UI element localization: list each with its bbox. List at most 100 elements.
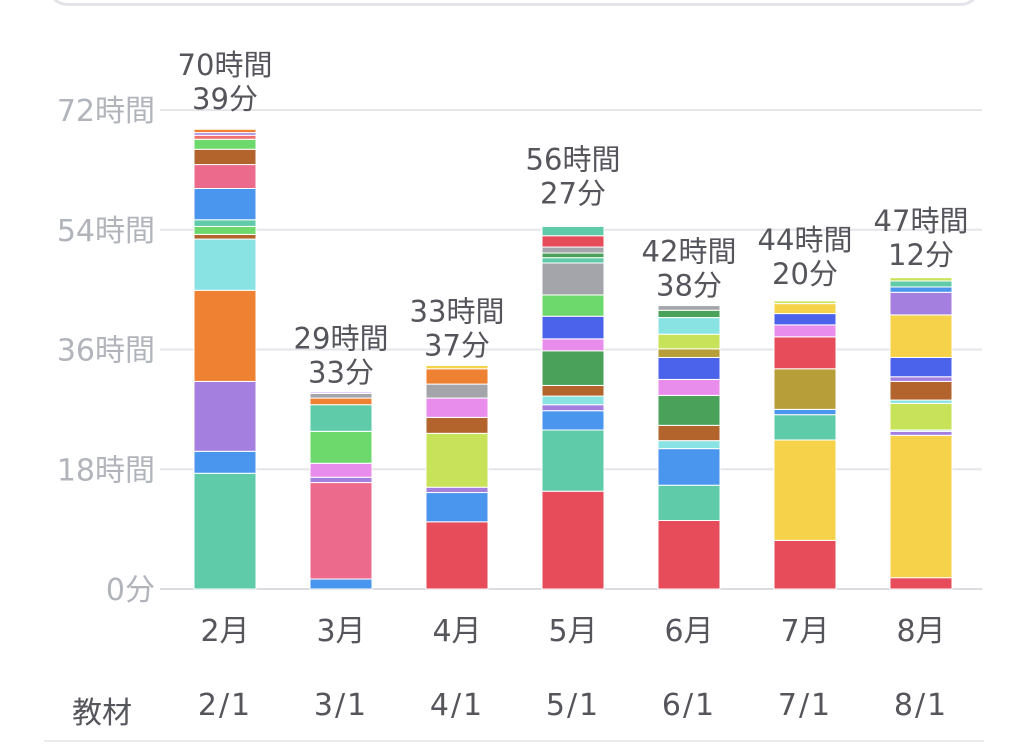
bar-segment[interactable] (657, 519, 721, 590)
bar-segment[interactable] (773, 300, 837, 305)
bar-segment[interactable] (657, 309, 721, 319)
bar-segment[interactable] (889, 430, 953, 436)
bar-segment[interactable] (425, 383, 489, 399)
bar-segment[interactable] (425, 416, 489, 434)
bar-segment[interactable] (541, 246, 605, 254)
bar-segment[interactable] (193, 238, 257, 291)
bar-segment[interactable] (889, 291, 953, 316)
bar-segment[interactable] (309, 391, 373, 394)
bar-segment[interactable] (657, 305, 721, 311)
bar-segment[interactable] (773, 303, 837, 315)
bar-total-minutes-label: 12分 (888, 238, 954, 272)
bar-total-minutes-label: 27分 (540, 176, 606, 210)
bar-segment[interactable] (541, 294, 605, 317)
bar-segment[interactable] (193, 225, 257, 235)
date-label[interactable]: 4/1 (429, 688, 485, 723)
bar-segment[interactable] (889, 277, 953, 282)
bar-segment[interactable] (541, 257, 605, 264)
bar-segment[interactable] (773, 324, 837, 338)
bar-segment[interactable] (193, 233, 257, 240)
bar-segment[interactable] (541, 315, 605, 340)
bar-segment[interactable] (193, 138, 257, 150)
bar-segment[interactable] (541, 350, 605, 386)
bar-segment[interactable] (425, 486, 489, 494)
bar-segment[interactable] (193, 148, 257, 166)
bar-segment[interactable] (193, 128, 257, 134)
bar-segment[interactable] (425, 368, 489, 385)
bar-segment[interactable] (193, 450, 257, 474)
bar-segment[interactable] (541, 490, 605, 590)
bar-segment[interactable] (657, 484, 721, 521)
bar-segment[interactable] (773, 336, 837, 370)
bar-segment[interactable] (541, 395, 605, 406)
bar-segment[interactable] (309, 404, 373, 432)
bar-segment[interactable] (541, 384, 605, 397)
bar-segment[interactable] (425, 397, 489, 418)
bar-segment[interactable] (889, 402, 953, 431)
bar-segment[interactable] (425, 432, 489, 488)
bar-segment[interactable] (773, 368, 837, 410)
bar-total-hours-label: 42時間 (642, 234, 737, 268)
bar-segment[interactable] (193, 188, 257, 221)
bar-segment[interactable] (193, 380, 257, 452)
bar-segment[interactable] (773, 313, 837, 326)
bar-segment[interactable] (889, 434, 953, 579)
bar-total-hours-label: 33時間 (410, 294, 505, 328)
bar-segment[interactable] (541, 338, 605, 352)
bar-segment[interactable] (309, 476, 373, 484)
bar-segment[interactable] (309, 397, 373, 406)
bar-segment[interactable] (657, 448, 721, 486)
bar-segment[interactable] (309, 482, 373, 580)
bar-segment[interactable] (541, 410, 605, 431)
bar-segment[interactable] (541, 225, 605, 237)
divider-line (44, 740, 984, 742)
bar-segment[interactable] (193, 164, 257, 190)
date-label[interactable]: 5/1 (545, 688, 601, 723)
bar-segment[interactable] (773, 408, 837, 416)
bar-segment[interactable] (193, 472, 257, 590)
bar-segment[interactable] (889, 280, 953, 288)
date-label[interactable]: 2/1 (197, 688, 253, 723)
bar-segment[interactable] (309, 462, 373, 478)
bar-segment[interactable] (889, 286, 953, 293)
bar-segment[interactable] (541, 429, 605, 492)
bar-segment[interactable] (657, 356, 721, 380)
bar-segment[interactable] (309, 578, 373, 590)
bar-segment[interactable] (657, 378, 721, 396)
bar-segment[interactable] (309, 392, 373, 399)
bar-segment[interactable] (657, 394, 721, 426)
date-label[interactable]: 7/1 (777, 688, 833, 723)
y-tick-label: 0分 (106, 573, 155, 608)
bar-segment[interactable] (309, 430, 373, 464)
bar-segment[interactable] (773, 439, 837, 541)
material-date-row: 教材 2/1 3/1 4/1 5/1 6/1 7/1 8/1 (0, 680, 1024, 731)
x-tick-label: 7月 (780, 614, 829, 649)
bar-segment[interactable] (657, 424, 721, 442)
bar-segment[interactable] (541, 262, 605, 296)
bar-segment[interactable] (657, 440, 721, 450)
bar-segment[interactable] (425, 492, 489, 523)
bar-segment[interactable] (193, 289, 257, 382)
bar-segment[interactable] (657, 317, 721, 335)
bar-segment[interactable] (889, 380, 953, 401)
bar-segment[interactable] (773, 539, 837, 590)
bar-segment[interactable] (773, 414, 837, 441)
bar-segment[interactable] (425, 521, 489, 590)
date-label[interactable]: 6/1 (661, 688, 717, 723)
bar-segment[interactable] (657, 333, 721, 350)
date-label[interactable]: 8/1 (893, 688, 949, 723)
bar-segment[interactable] (541, 235, 605, 248)
bar-segment[interactable] (193, 134, 257, 140)
bar-segment[interactable] (541, 252, 605, 259)
bar-segment[interactable] (193, 219, 257, 227)
date-label[interactable]: 3/1 (313, 688, 369, 723)
bar-segment[interactable] (889, 356, 953, 378)
bar-segment[interactable] (657, 348, 721, 358)
bar-segment[interactable] (541, 404, 605, 412)
bar-segment[interactable] (889, 376, 953, 382)
bar-total-minutes-label: 20分 (772, 257, 838, 291)
bar-total-hours-label: 56時間 (526, 142, 621, 176)
bar-segment[interactable] (889, 577, 953, 590)
bar-segment[interactable] (425, 364, 489, 370)
bar-segment[interactable] (889, 314, 953, 358)
